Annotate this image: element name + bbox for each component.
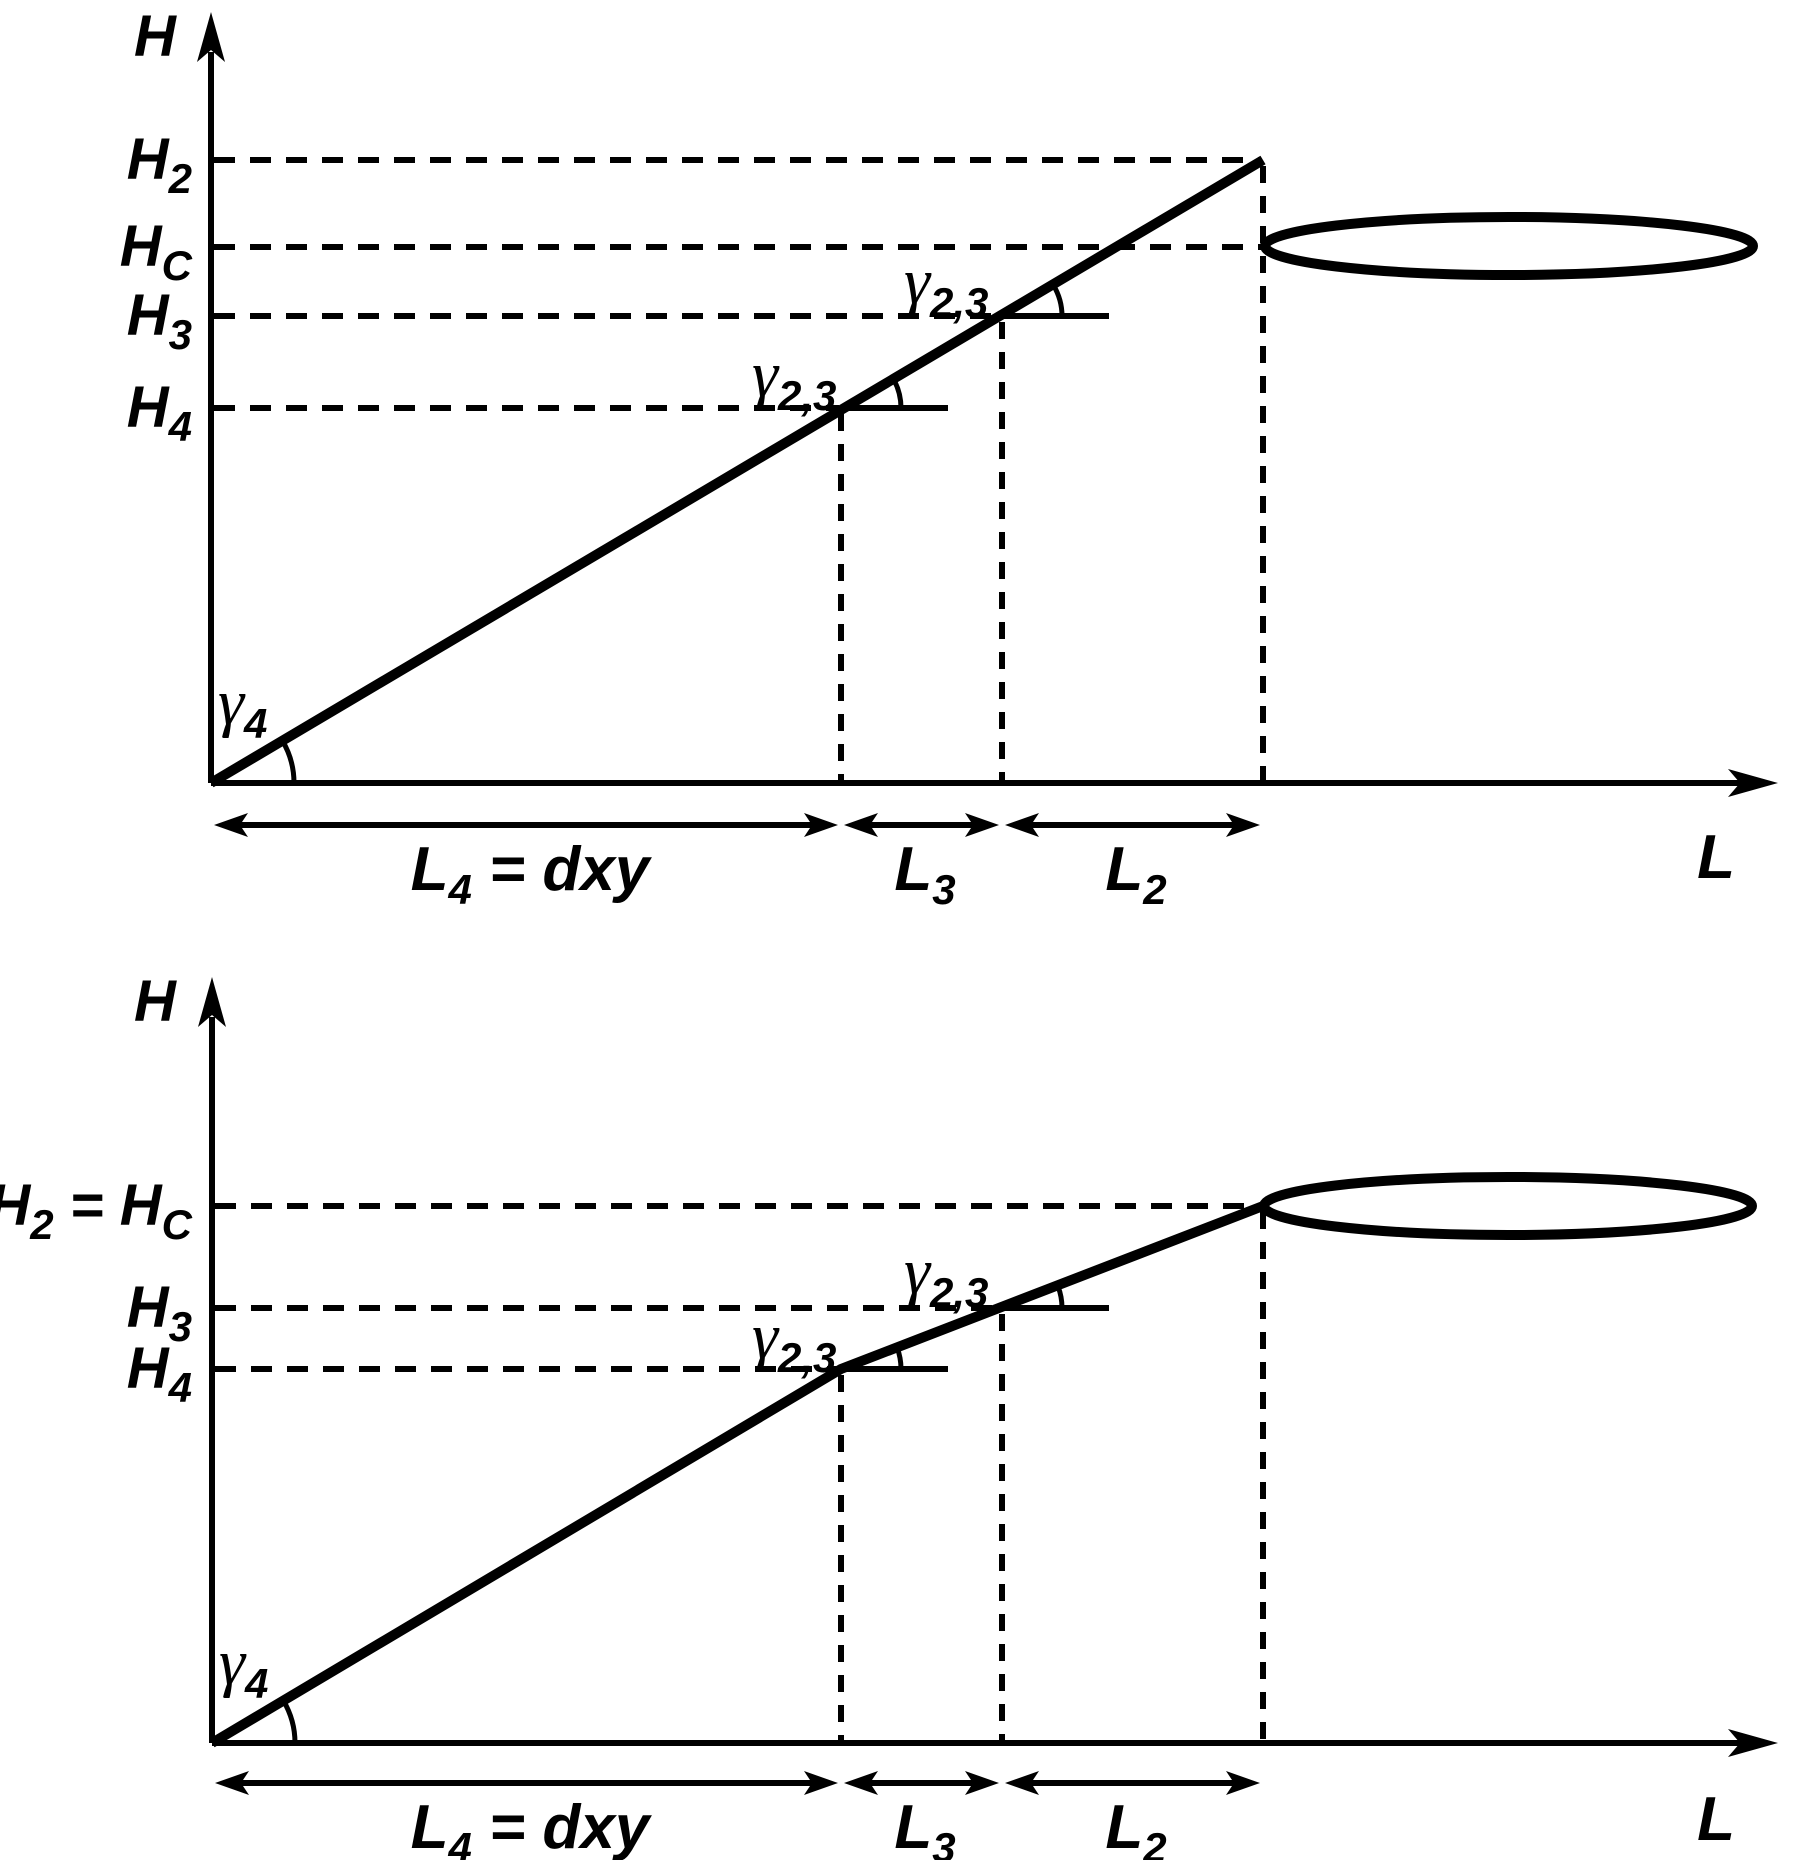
- l2-segment-label: L2: [1105, 1793, 1166, 1860]
- l3-segment-label: L3: [894, 1793, 955, 1860]
- x-axis-arrow-icon: [1728, 1729, 1778, 1757]
- y-axis-arrow-icon: [197, 12, 225, 62]
- l3-segment-label: L3: [894, 835, 955, 913]
- h3-level-label: H3: [127, 283, 192, 358]
- l4-segment-label: L4 = dxy: [411, 835, 653, 913]
- gamma23-label-lower: γ2,3: [752, 1300, 836, 1381]
- climb-path-line: [208, 155, 1266, 788]
- climb-path-line: [209, 1201, 1265, 1748]
- h2hc-level-label: H2 = HC: [0, 1173, 193, 1248]
- h4-level-label: H4: [127, 375, 192, 450]
- h4-level-label: H4: [127, 1336, 192, 1411]
- h3-angle-arc: [1051, 284, 1065, 317]
- x-axis-arrow-icon: [1728, 769, 1778, 797]
- top-diagram: H L H2 HC H3 H4 γ4 γ2,3 γ2,3: [120, 4, 1778, 913]
- dimension-arrows: [215, 1771, 1260, 1795]
- h3-angle-arc: [1055, 1285, 1065, 1309]
- h4-angle-arc: [890, 376, 904, 409]
- x-axis-title: L: [1697, 823, 1735, 892]
- l2-segment-label: L2: [1105, 835, 1166, 913]
- h2-level-label: H2: [127, 127, 192, 202]
- y-axis-arrow-icon: [198, 977, 226, 1027]
- y-axis-title: H: [134, 969, 177, 1034]
- gamma4-label: γ4: [219, 1626, 268, 1707]
- gamma23-label-upper: γ2,3: [904, 245, 988, 326]
- x-axis-title: L: [1697, 1785, 1735, 1854]
- bottom-diagram: H L H2 = HC H3 H4 γ4 γ2,3 γ2,3: [0, 969, 1778, 1860]
- h3-level-label: H3: [127, 1275, 192, 1350]
- dimension-arrows: [214, 813, 1260, 837]
- y-axis-title: H: [134, 4, 177, 69]
- origin-angle-arc: [281, 1699, 298, 1744]
- l4-segment-label: L4 = dxy: [411, 1793, 653, 1860]
- ceiling-ellipse: [1259, 1172, 1757, 1240]
- gamma4-label: γ4: [218, 666, 267, 747]
- h4-angle-arc: [894, 1346, 904, 1370]
- ceiling-ellipse: [1260, 212, 1758, 280]
- hc-level-label: HC: [120, 214, 193, 289]
- gamma23-label-lower: γ2,3: [752, 338, 836, 419]
- gamma23-label-upper: γ2,3: [904, 1235, 988, 1316]
- origin-angle-arc: [280, 739, 297, 784]
